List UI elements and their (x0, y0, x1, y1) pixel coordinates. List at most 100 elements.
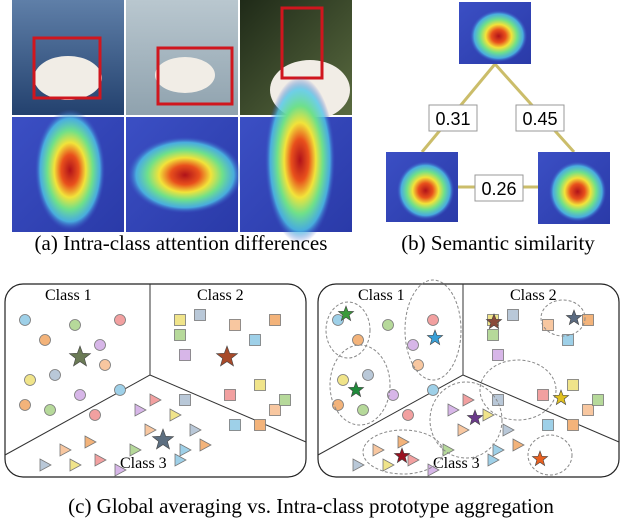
heat (470, 10, 528, 62)
point (60, 444, 71, 456)
point (353, 459, 364, 471)
heat (127, 137, 242, 214)
pelican (34, 56, 102, 100)
point (100, 360, 111, 371)
point (373, 444, 384, 456)
point (363, 370, 374, 381)
prototype (153, 429, 174, 449)
class-label: Class 1 (45, 287, 92, 304)
point (50, 370, 61, 381)
point (543, 420, 554, 431)
similarity-graph: 0.31 0.45 0.26 (386, 2, 610, 224)
point (428, 385, 439, 396)
prototype (467, 410, 482, 425)
point (503, 424, 514, 436)
point (483, 409, 494, 421)
point (115, 315, 126, 326)
point (45, 405, 56, 416)
point (333, 400, 344, 411)
point (448, 404, 459, 416)
point (270, 315, 281, 326)
class-label: Class 3 (120, 455, 167, 472)
point (90, 410, 101, 421)
point (170, 409, 181, 421)
image-grid (12, 0, 352, 243)
class-label: Class 1 (358, 287, 405, 304)
point (593, 395, 604, 406)
point (568, 420, 579, 431)
point (413, 360, 424, 371)
point (383, 459, 394, 471)
similarity: 0.26 (481, 179, 516, 199)
point (85, 436, 96, 448)
point (383, 320, 394, 331)
caption-a: (a) Intra-class attention differences (35, 231, 328, 255)
point (75, 390, 86, 401)
prototype (348, 382, 363, 397)
point (180, 350, 191, 361)
point (150, 394, 161, 406)
point (70, 320, 81, 331)
heat (35, 109, 105, 231)
heat (265, 77, 335, 243)
point (195, 310, 206, 321)
class-label: Class 2 (197, 287, 244, 304)
point (175, 315, 186, 326)
point (230, 320, 241, 331)
point (358, 405, 369, 416)
heat (397, 161, 455, 220)
point (180, 444, 191, 456)
class-label: Class 2 (510, 287, 557, 304)
point (463, 394, 474, 406)
point (458, 424, 469, 436)
cluster (326, 302, 370, 358)
point (280, 395, 291, 406)
point (568, 380, 579, 391)
point (190, 424, 201, 436)
point (408, 340, 419, 351)
point (250, 335, 261, 346)
point (40, 335, 51, 346)
point (40, 459, 51, 471)
point (583, 405, 594, 416)
point (538, 390, 549, 401)
prototype (394, 448, 409, 463)
point (135, 404, 146, 416)
point (230, 420, 241, 431)
prototype (217, 346, 238, 366)
point (493, 350, 504, 361)
point (180, 395, 191, 406)
point (508, 310, 519, 321)
point (25, 375, 36, 386)
point (488, 330, 499, 341)
point (255, 380, 266, 391)
point (255, 420, 266, 431)
prototype (532, 451, 547, 466)
point (353, 335, 364, 346)
point (398, 436, 409, 448)
heat (549, 161, 607, 221)
similarity: 0.31 (435, 109, 470, 129)
point (513, 439, 524, 451)
cluster (430, 382, 502, 458)
point (20, 315, 31, 326)
point (115, 385, 126, 396)
point (95, 454, 106, 466)
prototype (427, 330, 442, 345)
point (270, 405, 281, 416)
similarity: 0.45 (522, 109, 557, 129)
point (225, 390, 236, 401)
point (145, 424, 156, 436)
figure: 0.31 0.45 0.26 Class 1 Class 2 Class 3 Class … (0, 0, 623, 527)
point (403, 410, 414, 421)
pelican (155, 57, 215, 93)
prototype (70, 346, 91, 366)
cluster (528, 435, 572, 475)
caption-c: (c) Global averaging vs. Intra-class pro… (68, 494, 554, 518)
point (543, 320, 554, 331)
point (20, 400, 31, 411)
point (338, 375, 349, 386)
point (428, 315, 439, 326)
point (200, 439, 211, 451)
